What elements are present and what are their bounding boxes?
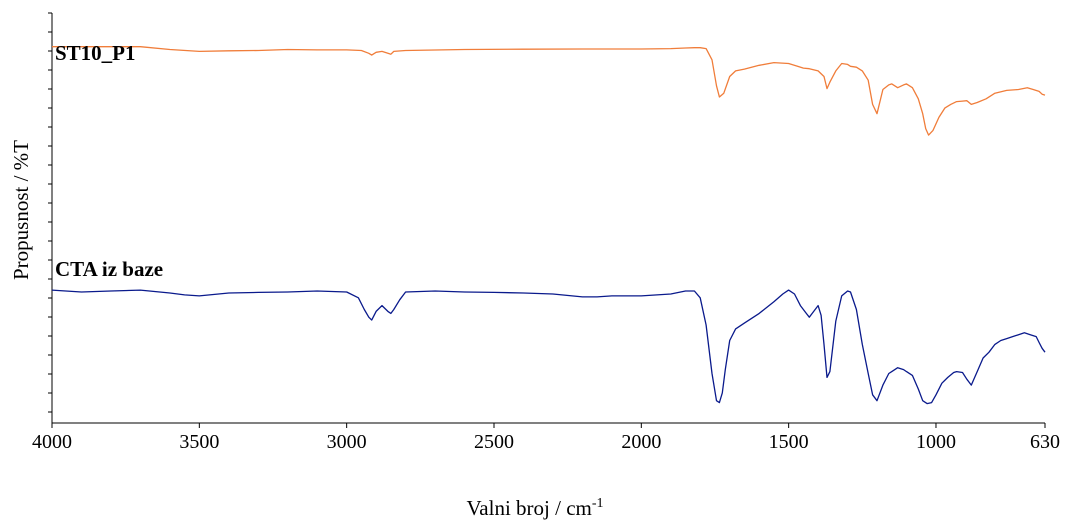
x-axis-title-text: Valni broj / cm [466,496,591,520]
x-axis-title: Valni broj / cm-1 [466,496,603,520]
series-label-st10-p1: ST10_P1 [55,41,136,65]
x-tick-label: 1000 [916,431,956,453]
x-tick-label: 4000 [32,431,72,453]
x-axis-title-sup: -1 [592,496,604,511]
x-tick-label: 2500 [474,431,514,453]
y-axis-title: Propusnost / %T [9,140,33,280]
x-tick-label: 1500 [769,431,809,453]
series-line-cta-iz-baze [51,289,1046,405]
series-line-st10-p1 [52,46,1046,136]
series-label-cta-iz-baze: CTA iz baze [55,257,163,281]
x-tick-label: 3500 [179,431,219,453]
x-tick-label: 3000 [327,431,367,453]
x-tick-label: 2000 [621,431,661,453]
axes: 4000 3500 3000 2500 2000 1500 1000 630 [32,12,1060,453]
x-tick-label: 630 [1030,431,1060,453]
series-group [51,46,1046,405]
label-group: ST10_P1 CTA iz baze [55,41,163,281]
